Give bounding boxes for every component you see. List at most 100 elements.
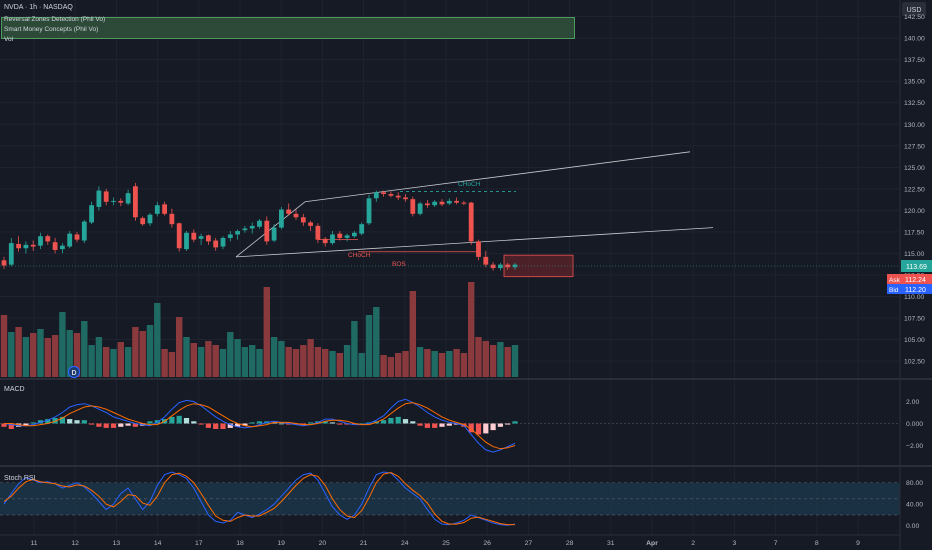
volume-bars[interactable] xyxy=(0,282,519,377)
candle-body[interactable] xyxy=(293,213,299,218)
macd-title[interactable]: MACD xyxy=(4,386,25,393)
candle-body[interactable] xyxy=(403,197,408,200)
candle-body[interactable] xyxy=(454,200,459,203)
candle-body[interactable] xyxy=(16,243,21,249)
candle-body[interactable] xyxy=(359,224,365,234)
candle-body[interactable] xyxy=(242,228,248,231)
candle-body[interactable] xyxy=(60,245,65,250)
volume-bar xyxy=(402,351,409,377)
candle-body[interactable] xyxy=(220,237,226,247)
symbol-title[interactable]: NVDA · 1h · NASDAQ xyxy=(4,4,73,11)
candle-body[interactable] xyxy=(352,232,357,237)
candle-body[interactable] xyxy=(81,221,87,241)
price-axis[interactable]: USD 142.50 140.00 137.50 135.00 132.50 130.00… xyxy=(902,2,926,366)
macd-signal-line[interactable] xyxy=(4,402,516,450)
candles[interactable] xyxy=(1,182,518,271)
candle-body[interactable] xyxy=(417,203,423,214)
candle-body[interactable] xyxy=(476,241,481,257)
candle-body[interactable] xyxy=(381,192,386,195)
candle-body[interactable] xyxy=(337,233,343,238)
candle-body[interactable] xyxy=(206,235,211,242)
indicator-reversal-zones[interactable]: Reversal Zones Detection (Phil Vo) xyxy=(4,16,106,23)
candle-body[interactable] xyxy=(133,186,138,218)
candle-body[interactable] xyxy=(103,191,109,202)
time-tick-label: 20 xyxy=(319,540,327,547)
candle-body[interactable] xyxy=(271,227,277,241)
dividend-marker-icon[interactable] xyxy=(67,365,81,379)
candle-body[interactable] xyxy=(111,200,116,202)
currency-badge[interactable] xyxy=(902,2,926,16)
candle-body[interactable] xyxy=(213,240,219,248)
candle-body[interactable] xyxy=(184,232,189,250)
candle-body[interactable] xyxy=(147,214,153,224)
upper-trendline[interactable] xyxy=(304,151,691,203)
candle-body[interactable] xyxy=(439,201,445,205)
time-tick-label: 24 xyxy=(401,540,409,547)
candle-body[interactable] xyxy=(1,260,7,266)
candle-body[interactable] xyxy=(45,236,51,242)
candle-body[interactable] xyxy=(373,192,379,199)
candle-body[interactable] xyxy=(322,238,328,244)
candle-body[interactable] xyxy=(315,225,321,240)
candle-body[interactable] xyxy=(330,234,335,244)
stoch-rsi-title[interactable]: Stoch RSI xyxy=(4,475,36,482)
candle-body[interactable] xyxy=(432,201,438,206)
lower-trendline[interactable] xyxy=(235,227,714,258)
macd-line[interactable] xyxy=(3,398,516,453)
stoch-bands xyxy=(0,482,900,516)
candle-body[interactable] xyxy=(300,217,306,223)
time-tick-label: 31 xyxy=(607,540,615,547)
candle-body[interactable] xyxy=(30,244,36,247)
candle-body[interactable] xyxy=(74,234,80,240)
candle-body[interactable] xyxy=(52,242,58,250)
candle-body[interactable] xyxy=(23,244,29,249)
volume-bar xyxy=(66,330,73,377)
candle-body[interactable] xyxy=(395,195,401,198)
candle-body[interactable] xyxy=(249,225,255,229)
candle-body[interactable] xyxy=(446,200,452,204)
candle-body[interactable] xyxy=(198,236,204,239)
candle-body[interactable] xyxy=(264,220,270,242)
candle-body[interactable] xyxy=(125,193,131,204)
stoch-d-line[interactable] xyxy=(3,471,515,526)
candle-body[interactable] xyxy=(425,203,430,206)
candle-body[interactable] xyxy=(483,256,489,265)
candle-body[interactable] xyxy=(89,205,94,223)
candle-body[interactable] xyxy=(162,204,167,214)
candle-body[interactable] xyxy=(344,235,350,238)
channel-left-edge[interactable] xyxy=(235,201,306,258)
candle-body[interactable] xyxy=(227,234,233,238)
candle-body[interactable] xyxy=(169,213,175,225)
candle-body[interactable] xyxy=(140,218,146,225)
candle-body[interactable] xyxy=(176,223,182,249)
candle-body[interactable] xyxy=(279,209,284,228)
candle-body[interactable] xyxy=(67,233,73,247)
candle-body[interactable] xyxy=(498,264,503,269)
candle-body[interactable] xyxy=(191,232,197,240)
stoch-k-line[interactable] xyxy=(3,471,516,526)
volume-bar xyxy=(256,349,263,377)
candle-body[interactable] xyxy=(118,200,124,203)
candle-body[interactable] xyxy=(286,209,292,214)
candle-body[interactable] xyxy=(8,243,14,265)
volume-bar xyxy=(227,332,234,377)
candle-body[interactable] xyxy=(461,202,467,204)
candle-body[interactable] xyxy=(96,190,102,207)
candle-body[interactable] xyxy=(235,231,240,235)
stoch-rsi-pane[interactable] xyxy=(3,471,516,526)
candle-body[interactable] xyxy=(512,264,518,268)
candle-body[interactable] xyxy=(308,222,313,226)
candle-body[interactable] xyxy=(468,202,474,242)
macd-pane[interactable] xyxy=(0,398,900,453)
candle-body[interactable] xyxy=(154,205,160,214)
indicator-volume[interactable]: Vol xyxy=(4,36,14,43)
candle-body[interactable] xyxy=(38,236,43,246)
candle-body[interactable] xyxy=(410,199,416,214)
indicator-smart-money[interactable]: Smart Money Concepts (Phil Vo) xyxy=(4,26,99,33)
candle-body[interactable] xyxy=(388,194,394,196)
candle-body[interactable] xyxy=(366,198,372,224)
candle-body[interactable] xyxy=(490,264,496,269)
time-axis[interactable]: 11 12 13 14 17 18 19 20 21 24 25 26 27 28 31 Apr 2 3 7 8 9 xyxy=(30,540,860,547)
candle-body[interactable] xyxy=(257,220,262,227)
indicator-legend-box[interactable] xyxy=(1,17,575,39)
